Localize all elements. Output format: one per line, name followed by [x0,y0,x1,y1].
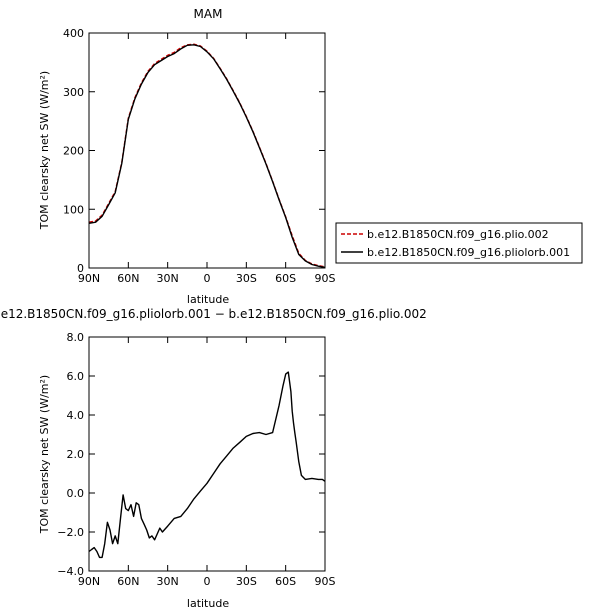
top-x-axis-label: latitude [187,293,229,306]
top-series-line-0 [88,43,326,268]
bottom-y-tick-label: 6.0 [67,370,85,383]
bottom-panel: b.e12.B1850CN.f09_g16.pliolorb.001 − b.e… [0,307,427,610]
bottom-series-line-0 [88,371,326,559]
bottom-x-ticks: 90N 60N 30N 0 30S 60S 90S [78,337,336,588]
legend-label-pliolorb: b.e12.B1850CN.f09_g16.pliolorb.001 [367,246,570,259]
top-y-tick-label: 300 [63,86,84,99]
top-y-tick-label: 200 [63,145,84,158]
bottom-series-layer [88,371,326,559]
top-series-line-1 [88,44,326,269]
bottom-x-axis-label: latitude [187,597,229,610]
top-x-tick-label: 60N [117,272,139,285]
bottom-x-tick-label: 30S [236,575,257,588]
bottom-y-tick-label: 4.0 [67,409,85,422]
bottom-x-tick-label: 60N [117,575,139,588]
bottom-x-tick-label: 90N [78,575,100,588]
bottom-y-tick-label: 8.0 [67,331,85,344]
bottom-x-tick-label: 30N [157,575,179,588]
top-y-tick-label: 100 [63,203,84,216]
bottom-x-tick-label: 60S [275,575,296,588]
bottom-chart-title: b.e12.B1850CN.f09_g16.pliolorb.001 − b.e… [0,307,427,321]
bottom-y-ticks: −4.0 −2.0 0.0 2.0 4.0 6.0 8.0 [57,331,325,578]
bottom-x-tick-label: 90S [315,575,336,588]
bottom-y-tick-label: −4.0 [57,565,84,578]
bottom-y-tick-label: 0.0 [67,487,85,500]
legend-label-plio: b.e12.B1850CN.f09_g16.plio.002 [367,228,549,241]
bottom-x-tick-label: 0 [204,575,211,588]
legend: b.e12.B1850CN.f09_g16.plio.002 b.e12.B18… [335,222,583,264]
top-x-tick-label: 60S [275,272,296,285]
top-y-tick-label: 0 [77,262,84,275]
top-x-tick-label: 30S [236,272,257,285]
top-x-tick-label: 90N [78,272,100,285]
top-x-tick-label: 0 [204,272,211,285]
top-x-tick-label: 90S [315,272,336,285]
bottom-plot-frame [88,336,326,572]
bottom-y-tick-label: 2.0 [67,448,85,461]
top-x-ticks: 90N 60N 30N 0 30S 60S 90S [78,33,336,285]
top-panel: MAM 0 100 200 300 400 90N 60N 30N 0 30S 60S 90S la… [38,7,336,306]
legend-box [335,222,583,264]
top-series-layer [88,43,326,269]
top-y-ticks: 0 100 200 300 400 [63,27,325,275]
top-y-tick-label: 400 [63,27,84,40]
bottom-y-tick-label: −2.0 [57,526,84,539]
top-chart-title: MAM [194,7,223,21]
top-x-tick-label: 30N [157,272,179,285]
top-y-axis-label: TOM clearsky net SW (W/m²) [38,71,51,230]
bottom-y-axis-label: TOM clearsky net SW (W/m²) [38,375,51,534]
